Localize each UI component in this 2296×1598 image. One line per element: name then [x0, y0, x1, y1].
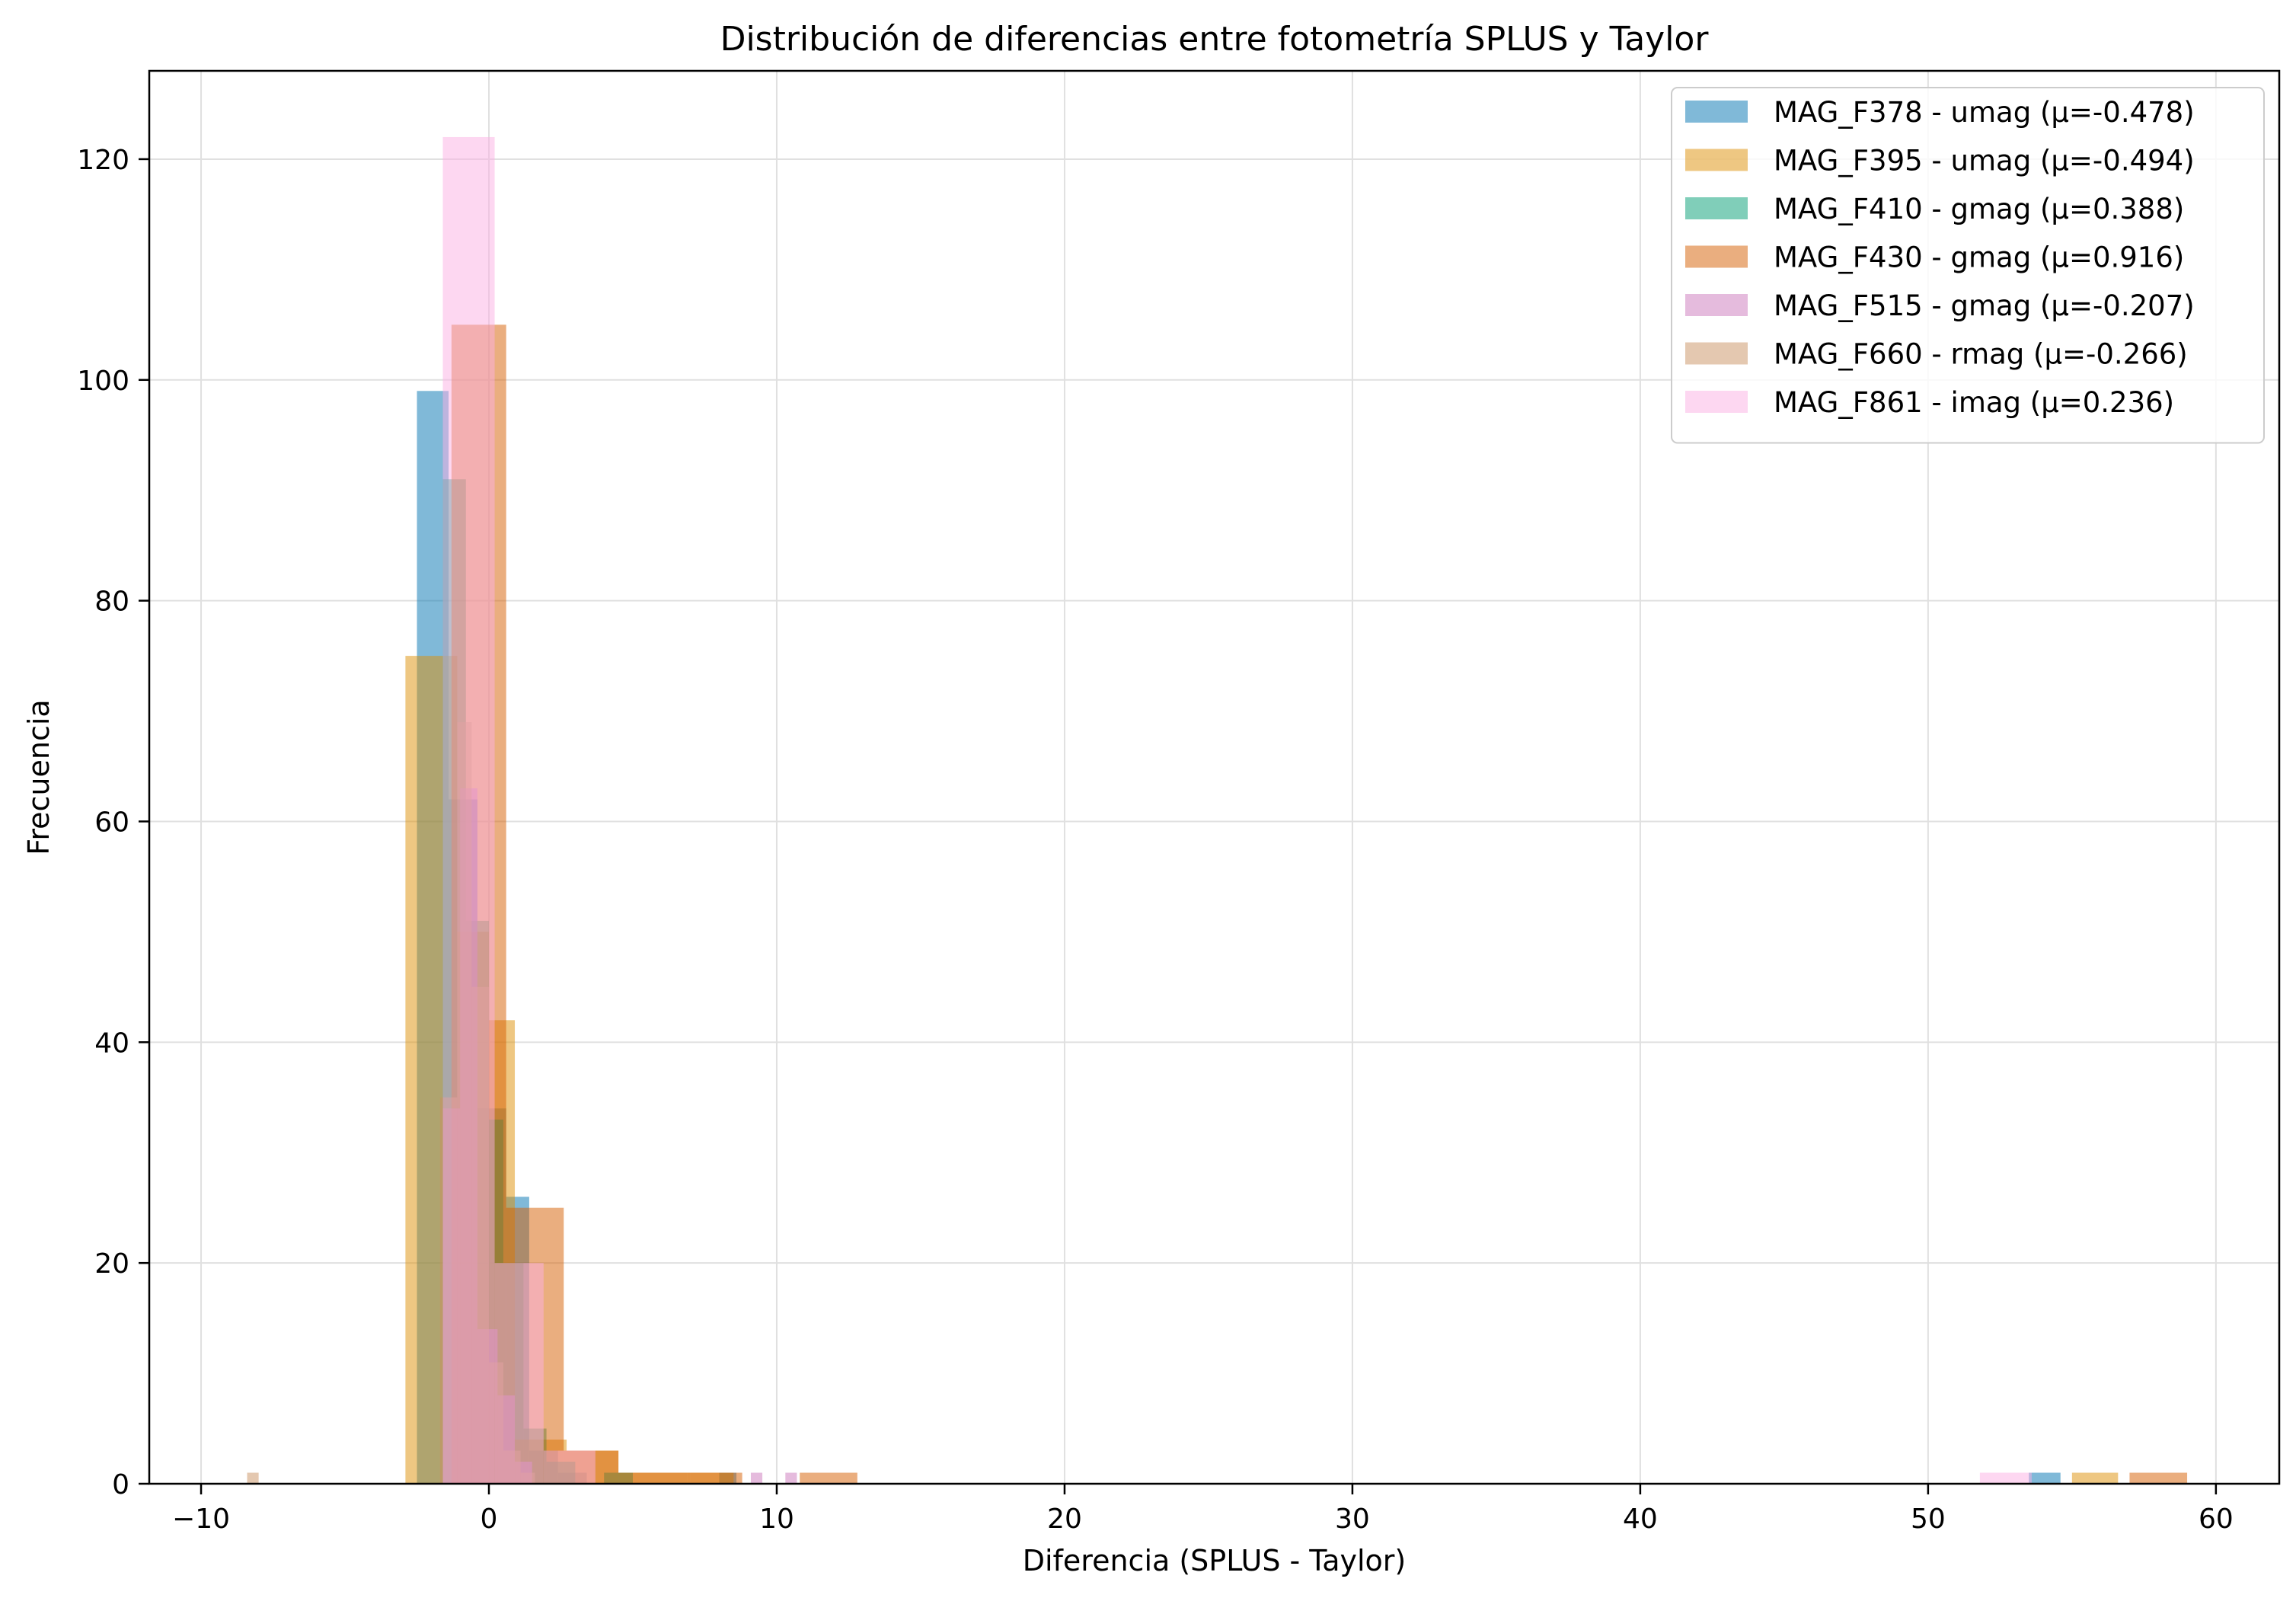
x-tick-label: 20 [1047, 1504, 1082, 1535]
legend-swatch [1685, 391, 1748, 413]
legend-swatch [1685, 245, 1748, 268]
histogram-bar-series-4 [687, 1472, 742, 1484]
axes-frame [148, 69, 2281, 1485]
x-tick-label: 50 [1911, 1504, 1946, 1535]
histogram-bar-series-7 [1979, 1472, 2032, 1484]
histogram-bar-series-4 [2129, 1472, 2188, 1484]
legend-label: MAG_F861 - imag (μ=0.236) [1774, 386, 2174, 419]
histogram-bar-series-1 [2029, 1472, 2061, 1484]
histogram-bar-series-5 [785, 1472, 797, 1484]
y-tick-label: 120 [77, 145, 129, 176]
x-axis-label: Diferencia (SPLUS - Taylor) [1023, 1544, 1407, 1577]
histogram-bars [247, 136, 2188, 1484]
legend-swatch [1685, 197, 1748, 219]
y-tick-label: 40 [94, 1028, 129, 1059]
y-tick-label: 100 [77, 366, 129, 397]
legend-items: MAG_F378 - umag (μ=-0.478) MAG_F395 - uma… [1685, 96, 2195, 419]
legend-label: MAG_F410 - gmag (μ=0.388) [1774, 193, 2184, 225]
histogram-bar-series-7 [543, 1450, 596, 1484]
legend-swatch [1685, 294, 1748, 316]
x-tick-label: 60 [2199, 1504, 2234, 1535]
y-tick-label: 0 [112, 1469, 129, 1501]
legend-label: MAG_F378 - umag (μ=-0.478) [1774, 96, 2195, 129]
x-tick-label: 0 [481, 1504, 498, 1535]
histogram-bar-series-6 [247, 1472, 259, 1484]
histogram-bar-series-7 [442, 136, 495, 1484]
legend-swatch [1685, 149, 1748, 171]
histogram-bar-series-4 [800, 1472, 857, 1484]
axis-ticks: −10 0 10 20 30 40 50 60 0 20 40 60 80 100 120 [77, 145, 2233, 1535]
x-tick-label: −10 [172, 1504, 230, 1535]
legend-label: MAG_F430 - gmag (μ=0.916) [1774, 241, 2184, 274]
legend-label: MAG_F395 - umag (μ=-0.494) [1774, 145, 2195, 177]
chart-title: Distribución de diferencias entre fotome… [720, 20, 1710, 59]
y-tick-label: 20 [94, 1248, 129, 1280]
legend-label: MAG_F515 - gmag (μ=-0.207) [1774, 289, 2195, 322]
legend-box [1671, 87, 2265, 444]
legend: MAG_F378 - umag (μ=-0.478) MAG_F395 - uma… [1671, 87, 2265, 444]
y-tick-label: 60 [94, 807, 129, 838]
x-tick-label: 10 [759, 1504, 794, 1535]
legend-swatch [1685, 101, 1748, 123]
legend-label: MAG_F660 - rmag (μ=-0.266) [1774, 338, 2188, 371]
x-tick-label: 30 [1335, 1504, 1370, 1535]
histogram-bar-series-2 [2071, 1472, 2119, 1484]
y-tick-label: 80 [94, 586, 129, 618]
histogram-bar-series-4 [618, 1472, 688, 1484]
histogram-bar-series-5 [750, 1472, 763, 1484]
legend-swatch [1685, 342, 1748, 365]
histogram-bar-series-7 [494, 1263, 544, 1484]
y-axis-label: Frecuencia [22, 699, 56, 855]
x-tick-label: 40 [1623, 1504, 1658, 1535]
